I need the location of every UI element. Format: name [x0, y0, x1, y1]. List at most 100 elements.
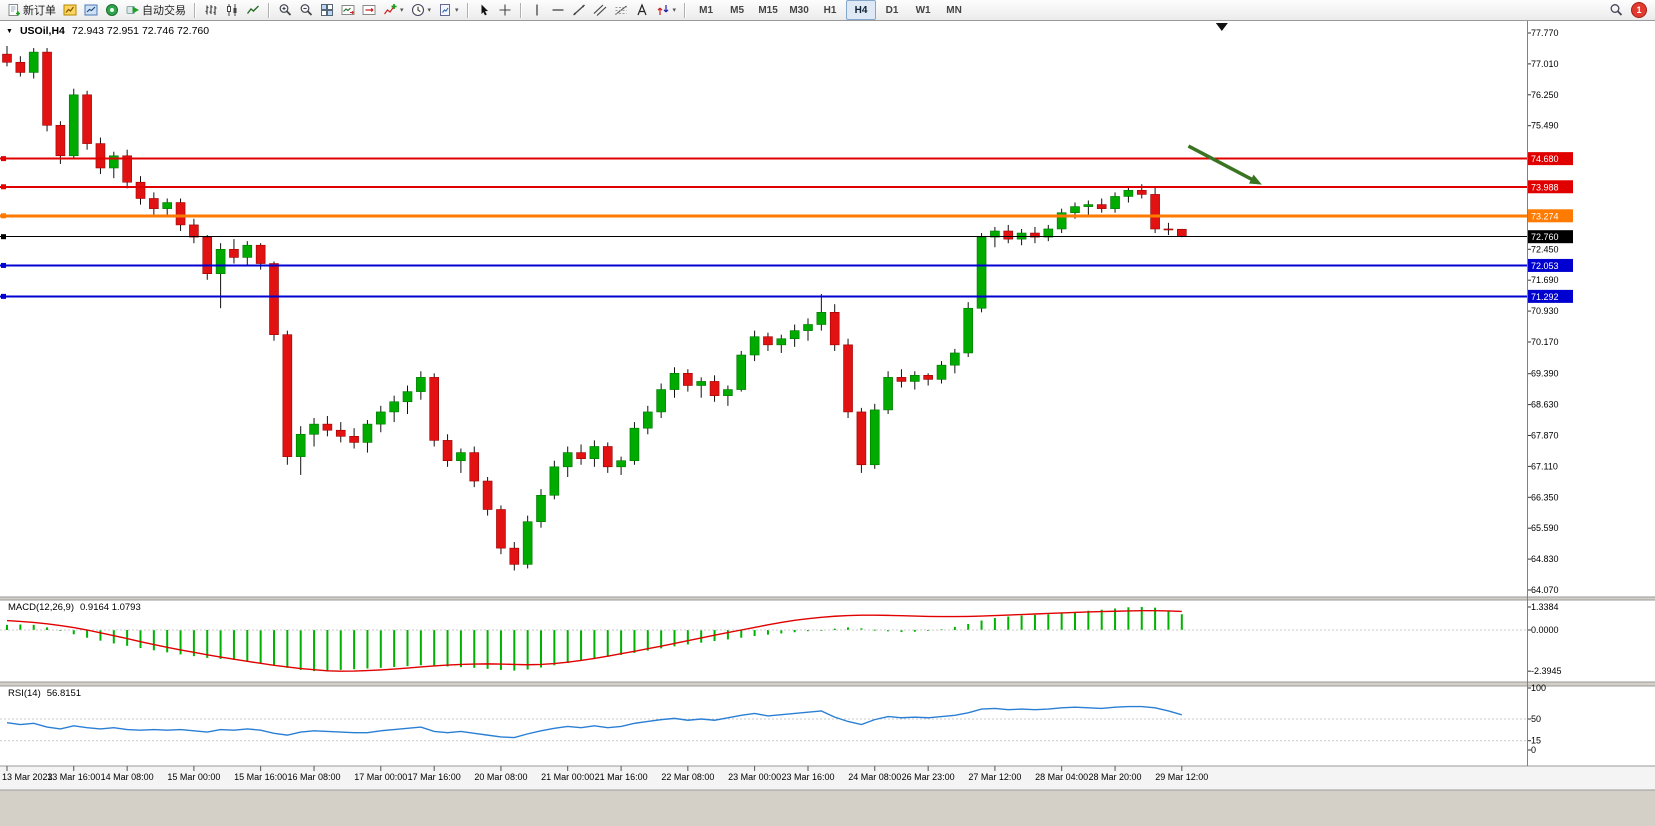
crosshair-button[interactable] — [495, 0, 515, 20]
chart-dropdown-icon[interactable]: ▼ — [6, 27, 13, 35]
trend-arrow-head[interactable] — [1248, 174, 1262, 185]
line-chart-button[interactable] — [243, 0, 263, 20]
text-button[interactable] — [632, 0, 652, 20]
macd-histogram-bar — [366, 630, 369, 669]
macd-histogram-bar — [1180, 614, 1183, 630]
zoom-in-button[interactable] — [275, 0, 295, 20]
timeframe-m5-button[interactable]: M5 — [730, 4, 745, 16]
candle-body — [1096, 204, 1107, 209]
timeframe-w1-button[interactable]: W1 — [915, 4, 931, 16]
cursor-button[interactable] — [474, 0, 494, 20]
candle-body — [509, 547, 520, 565]
hline-handle[interactable] — [1, 156, 6, 162]
dropdown-arrow-icon[interactable]: ▾ — [455, 7, 459, 14]
notification-badge[interactable]: 1 — [1631, 2, 1647, 18]
search-icon — [1610, 4, 1623, 16]
timeframe-d1-button[interactable]: D1 — [885, 4, 899, 16]
candle-body — [15, 61, 26, 73]
candle-body — [402, 391, 413, 403]
macd-histogram-bar — [967, 623, 970, 630]
candle-body — [389, 401, 399, 413]
fibonacci-button[interactable] — [611, 0, 631, 20]
time-tick-label: 20 Mar 08:00 — [474, 772, 527, 782]
timeframe-h4-button[interactable]: H4 — [846, 0, 877, 20]
candle-body — [2, 53, 12, 63]
auto-scroll-button[interactable] — [338, 0, 358, 20]
panel-splitter[interactable] — [0, 597, 1655, 600]
charts-button[interactable] — [60, 0, 80, 20]
price-tick-label: 72.450 — [1531, 244, 1559, 254]
zoom-in-icon — [279, 4, 292, 16]
price-tick-label: 64.070 — [1531, 585, 1559, 595]
panel-splitter[interactable] — [0, 682, 1655, 686]
macd-histogram-bar — [833, 628, 836, 630]
timeframe-m1-button[interactable]: M1 — [699, 4, 714, 16]
toolbar-separator — [519, 2, 522, 18]
price-tick-label: 67.870 — [1531, 431, 1559, 441]
trendline-button[interactable] — [569, 0, 589, 20]
hline-handle[interactable] — [1, 293, 6, 299]
dropdown-arrow-icon[interactable]: ▾ — [672, 7, 677, 14]
equidistant-channel-button[interactable] — [590, 0, 610, 20]
candle-body — [469, 452, 480, 482]
timeframe-m30-button[interactable]: M30 — [789, 4, 809, 16]
candle-body — [576, 452, 586, 459]
hline-handle[interactable] — [1, 262, 6, 268]
horizontal-line-button[interactable] — [548, 0, 568, 20]
indicators-button[interactable]: ▾ — [380, 0, 407, 20]
price-tick-label: 69.390 — [1531, 369, 1559, 379]
templates-button[interactable]: ▾ — [435, 0, 462, 20]
price-tick-label: 70.930 — [1531, 306, 1559, 316]
price-tick-label: 77.010 — [1531, 59, 1559, 69]
periods-button[interactable]: ▾ — [408, 0, 435, 20]
tile-windows-button[interactable] — [317, 0, 337, 20]
macd-histogram-bar — [206, 630, 209, 658]
macd-histogram-bar — [86, 630, 89, 638]
rsi-panel — [0, 686, 1655, 766]
hline-handle[interactable] — [1, 234, 6, 240]
timeframe-mn-button[interactable]: MN — [946, 4, 962, 16]
auto-trading-button[interactable]: 自动交易 — [123, 0, 189, 20]
macd-histogram-bar — [99, 630, 102, 641]
vertical-line-button[interactable] — [527, 0, 547, 20]
dropdown-arrow-icon[interactable]: ▾ — [427, 7, 432, 14]
timeframe-h1-button[interactable]: H1 — [823, 4, 837, 16]
auto-scroll-icon — [341, 5, 355, 15]
search-button[interactable] — [1606, 0, 1626, 20]
time-tick-label: 17 Mar 00:00 — [354, 772, 407, 782]
candlestick-chart-button[interactable] — [222, 0, 242, 20]
chart-shift-button[interactable] — [359, 0, 379, 20]
macd-histogram-bar — [499, 630, 502, 670]
macd-histogram-bar — [192, 630, 195, 657]
macd-histogram-bar — [419, 630, 422, 666]
navigator-button[interactable] — [102, 0, 122, 20]
candle-body — [1056, 212, 1067, 230]
price-tag-label: 72.053 — [1531, 261, 1559, 271]
bar-chart-button[interactable] — [201, 0, 221, 20]
macd-histogram-bar — [606, 630, 609, 657]
macd-histogram-bar — [406, 630, 409, 667]
macd-histogram-bar — [232, 630, 235, 660]
arrows-button[interactable]: ▾ — [653, 0, 680, 20]
market-watch-button[interactable] — [81, 0, 101, 20]
candle-body — [122, 155, 132, 183]
channel-icon — [593, 4, 606, 16]
price-tick-label: 68.630 — [1531, 400, 1559, 410]
candle-body — [936, 364, 947, 380]
macd-histogram-bar — [1100, 609, 1103, 630]
macd-histogram-bar — [139, 630, 142, 649]
new-order-button[interactable]: 新订单 — [4, 0, 59, 20]
chart-symbol-period: USOil,H4 — [19, 25, 65, 37]
candle-body — [1070, 206, 1080, 214]
dropdown-arrow-icon[interactable]: ▾ — [400, 7, 404, 14]
trend-arrow[interactable] — [1187, 144, 1256, 183]
candle-body — [456, 452, 466, 462]
macd-tick-label: 1.3384 — [1531, 602, 1559, 612]
chart-shift-icon — [362, 5, 376, 15]
hline-handle[interactable] — [1, 184, 6, 190]
candle-body — [763, 336, 773, 346]
candle-body — [149, 198, 159, 209]
timeframe-m15-button[interactable]: M15 — [758, 4, 778, 16]
zoom-out-button[interactable] — [296, 0, 316, 20]
hline-handle[interactable] — [1, 213, 6, 219]
